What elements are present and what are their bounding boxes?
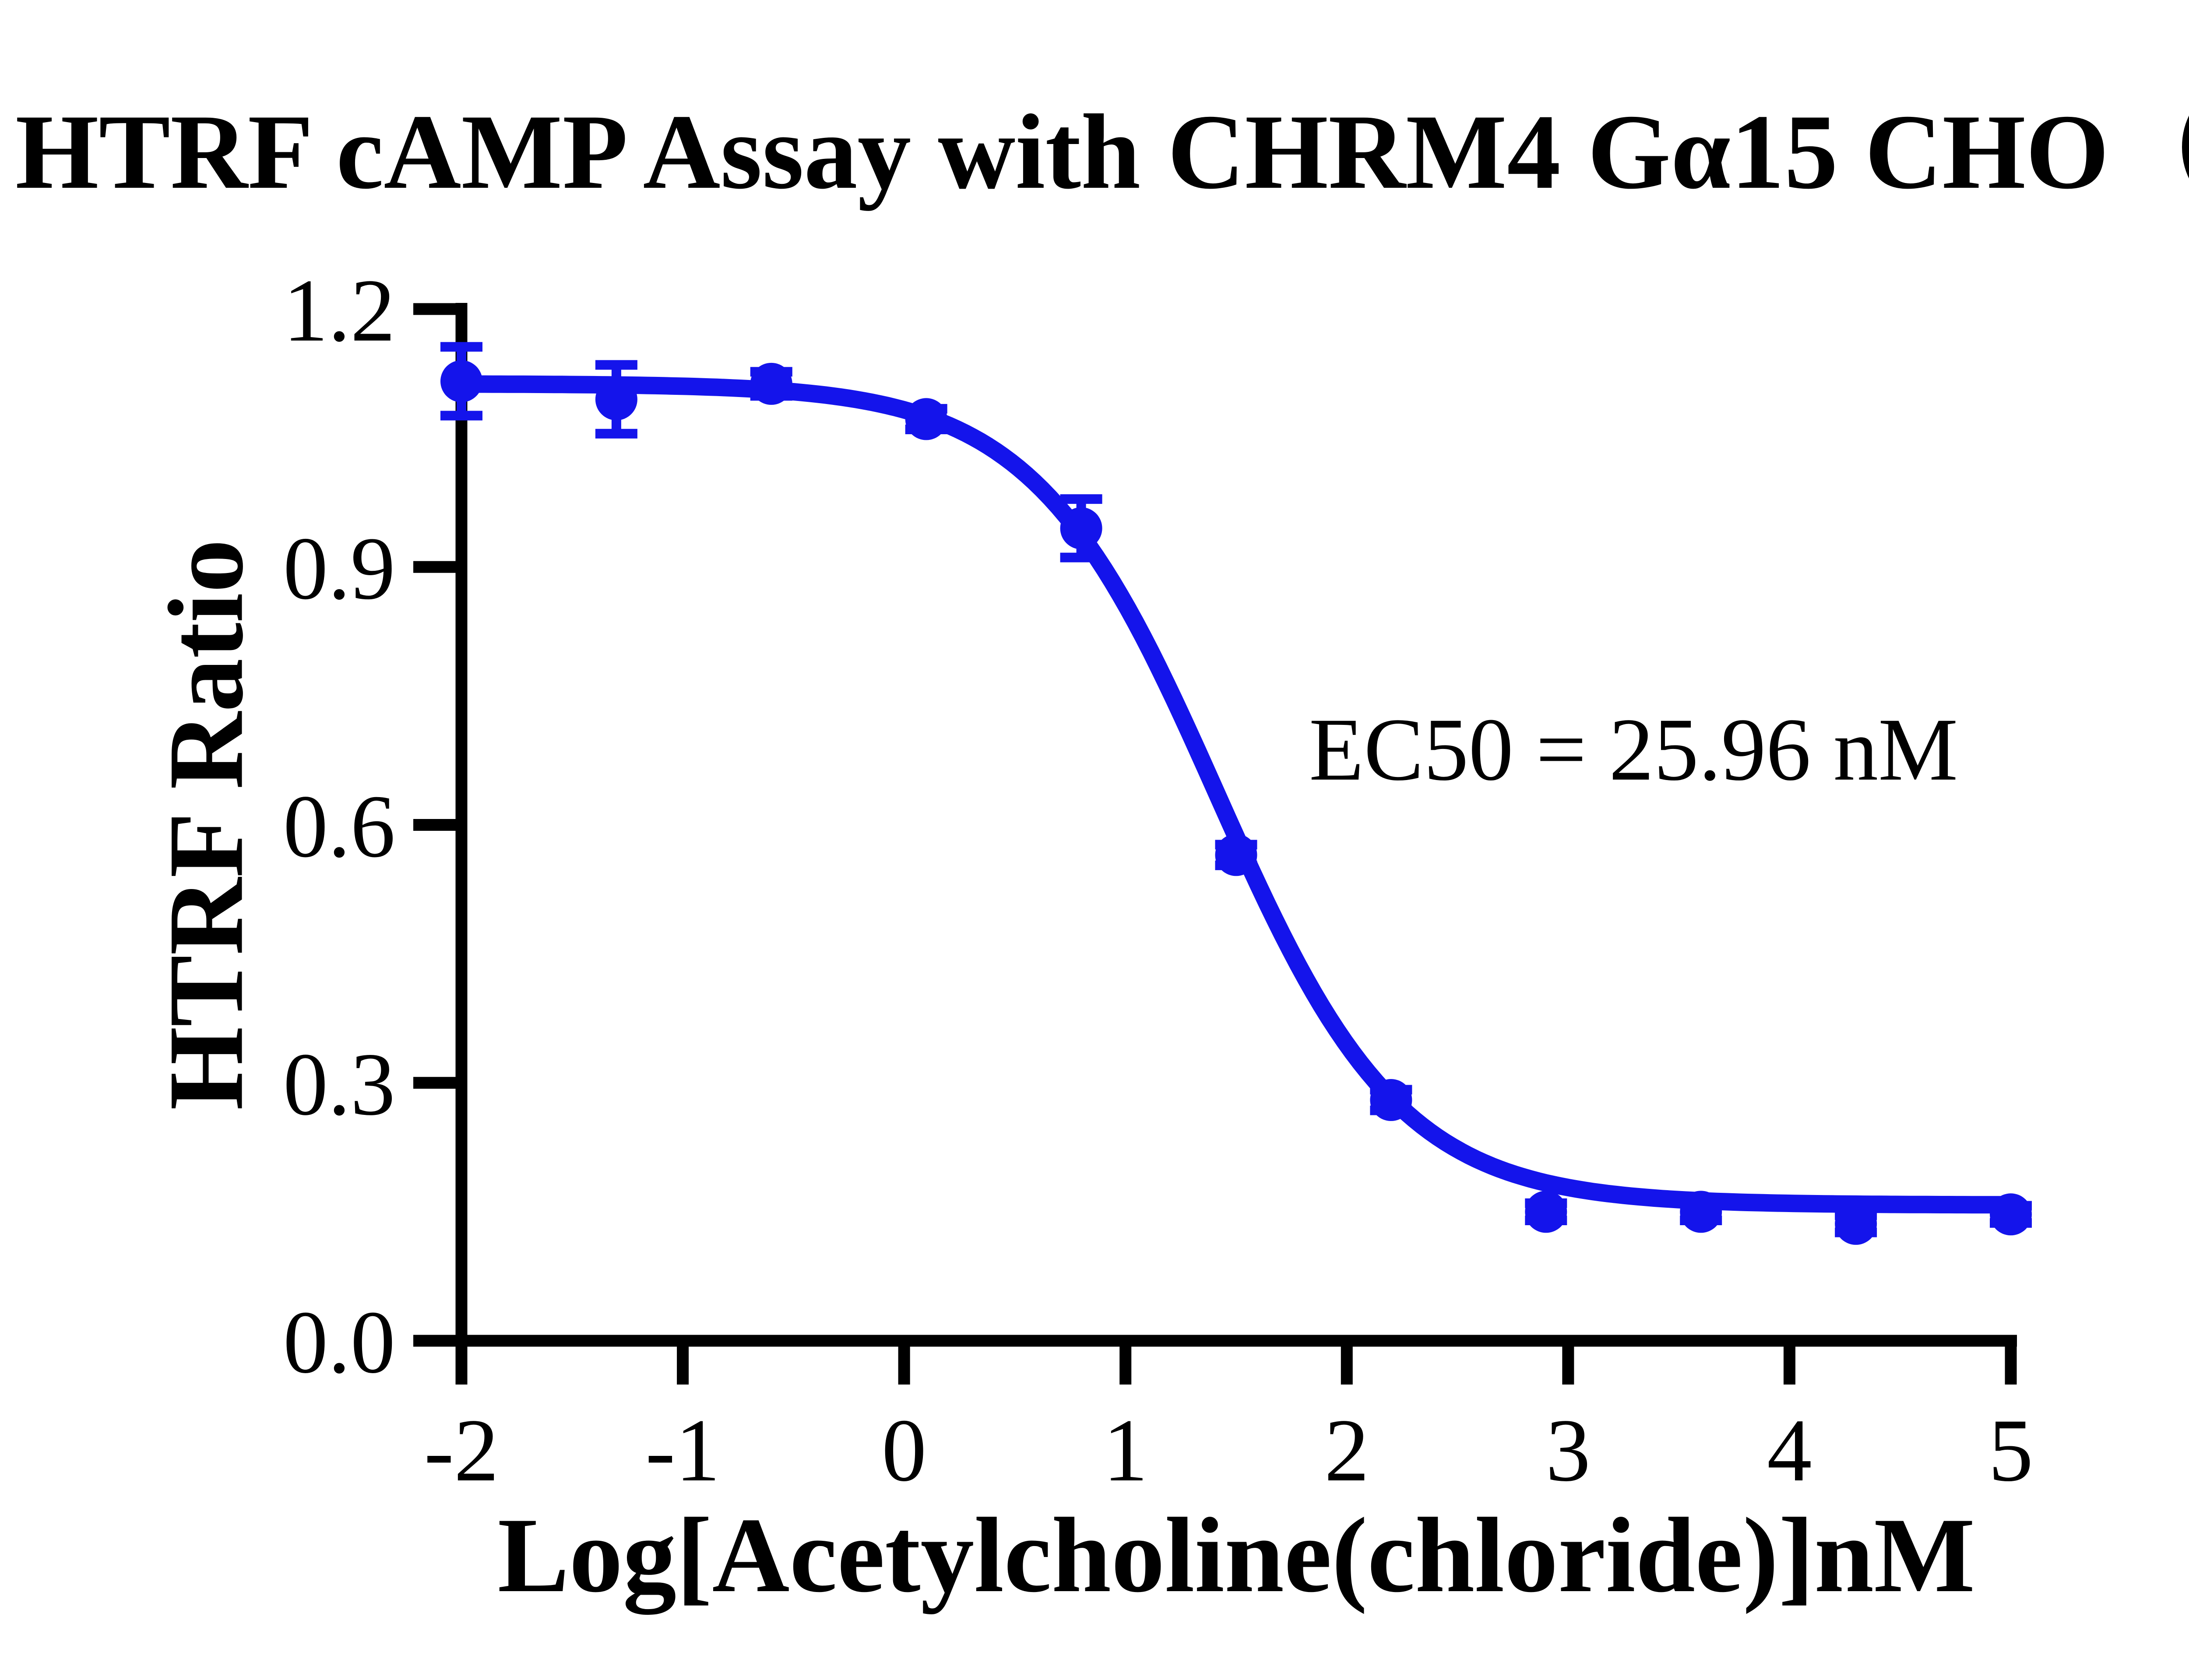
data-point <box>440 360 482 402</box>
y-tick-label: 0.6 <box>283 777 395 876</box>
x-tick-label: 2 <box>1324 1401 1369 1500</box>
y-tick-label: 0.3 <box>283 1035 395 1134</box>
x-tick-label: 0 <box>882 1401 927 1500</box>
data-point <box>1525 1191 1567 1233</box>
data-point <box>1989 1193 2032 1236</box>
data-point <box>1060 507 1102 549</box>
data-point <box>1215 834 1257 876</box>
x-tick-label: 3 <box>1546 1401 1591 1500</box>
y-tick-label: 1.2 <box>283 261 395 360</box>
x-tick-label: -2 <box>424 1401 499 1500</box>
x-tick-label: 1 <box>1103 1401 1148 1500</box>
data-point <box>750 362 792 405</box>
y-tick-label: 0.9 <box>283 519 395 618</box>
page-title: HTRF cAMP Assay with CHRM4 Gα15 CHO（C7） <box>15 92 2189 211</box>
y-tick-label: 0.0 <box>283 1293 395 1392</box>
x-tick-label: 5 <box>1988 1401 2034 1500</box>
ec50-annotation: EC50 = 25.96 nM <box>1309 700 1958 799</box>
x-tick-label: -1 <box>645 1401 720 1500</box>
data-point <box>595 378 637 421</box>
x-axis-title: Log[Acetylcholine(chloride)]nM <box>497 1496 1975 1614</box>
x-tick-label: 4 <box>1767 1401 1812 1500</box>
data-point <box>1370 1079 1412 1121</box>
data-point <box>1680 1191 1722 1233</box>
data-point <box>1835 1202 1877 1245</box>
data-point <box>905 398 947 440</box>
